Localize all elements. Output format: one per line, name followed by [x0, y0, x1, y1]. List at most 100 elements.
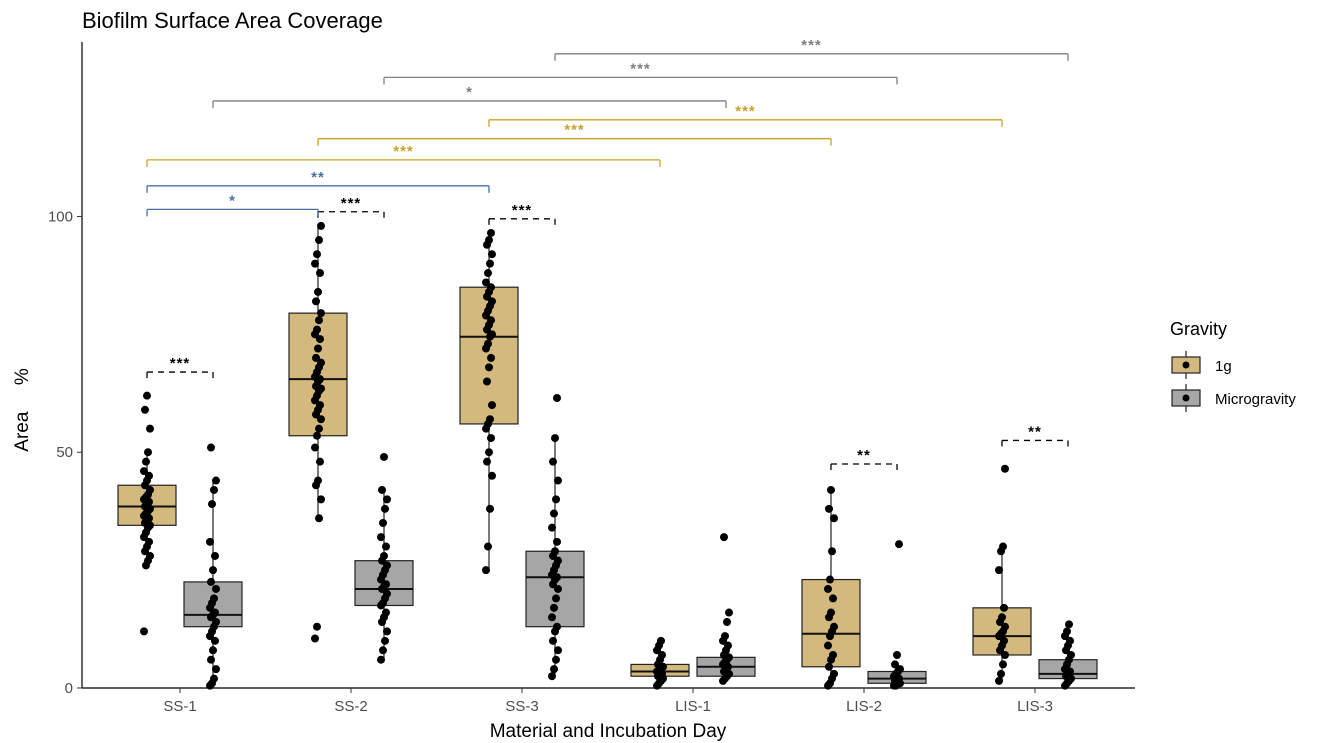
box-microgravity-lis-2 [867, 540, 927, 690]
data-point [1066, 636, 1074, 645]
data-point [551, 547, 559, 556]
data-point [313, 325, 321, 334]
significance-label: ** [857, 447, 871, 464]
data-point [484, 269, 492, 278]
significance-label: *** [512, 202, 533, 219]
significance-bracket: * [146, 192, 319, 217]
y-axis-label: Area % [12, 368, 33, 452]
box-1g-ss-2 [288, 221, 348, 643]
legend-label: Microgravity [1215, 391, 1296, 408]
data-point [554, 476, 562, 485]
data-point [146, 485, 154, 494]
data-point [140, 467, 148, 476]
data-point [552, 594, 560, 603]
data-point [896, 665, 904, 674]
significance-label: *** [630, 60, 651, 77]
x-tick-label: SS-3 [505, 698, 538, 715]
data-point [211, 551, 219, 560]
data-point [143, 391, 151, 400]
data-point [895, 540, 903, 549]
data-point [311, 443, 319, 452]
data-point [209, 566, 217, 575]
data-point [380, 452, 388, 461]
data-point [995, 566, 1003, 575]
data-point [891, 660, 899, 669]
data-point [487, 316, 495, 325]
significance-bracket: *** [488, 103, 1003, 127]
data-point [657, 636, 665, 645]
data-point [145, 537, 153, 546]
data-point [548, 613, 556, 622]
data-point [316, 457, 324, 466]
significance-dashed: ** [1001, 423, 1069, 448]
box-microgravity-ss-2 [354, 452, 414, 664]
data-point [314, 344, 322, 353]
data-point [383, 561, 391, 570]
data-point [146, 551, 154, 560]
data-point [554, 556, 562, 565]
x-axis-label: Material and Incubation Day [490, 721, 727, 742]
data-point [999, 542, 1007, 551]
significance-bracket: ** [146, 169, 490, 193]
data-point [829, 594, 837, 603]
legend-entry-microgravity: Microgravity [1171, 384, 1296, 412]
data-point [552, 495, 560, 504]
data-point [210, 674, 218, 683]
data-point [210, 485, 218, 494]
chart-title: Biofilm Surface Area Coverage [82, 8, 383, 33]
data-point [209, 646, 217, 655]
significance-label: *** [341, 195, 362, 212]
data-point [1065, 620, 1073, 629]
data-point [212, 584, 220, 593]
data-point [1000, 603, 1008, 612]
box-microgravity-ss-3 [525, 394, 585, 681]
data-point [484, 339, 492, 348]
data-point [824, 641, 832, 650]
box-1g-ss-1 [117, 391, 177, 636]
box-microgravity-lis-1 [696, 533, 756, 685]
data-point [725, 608, 733, 617]
significance-label: ** [1028, 423, 1042, 440]
box-microgravity-lis-3 [1038, 620, 1098, 690]
data-point [313, 622, 321, 631]
data-point [488, 330, 496, 339]
legend-entry-1g: 1g [1171, 351, 1232, 379]
data-point [314, 476, 322, 485]
data-point [383, 627, 391, 636]
data-point [488, 297, 496, 306]
data-point [553, 537, 561, 546]
data-point [146, 424, 154, 433]
data-point [482, 566, 490, 575]
data-point [548, 672, 556, 681]
data-point [721, 632, 729, 641]
data-point [206, 537, 214, 546]
data-point [550, 509, 558, 518]
x-tick-label: SS-2 [334, 698, 367, 715]
plot-area [117, 221, 1098, 690]
data-point [827, 485, 835, 494]
box-1g-lis-2 [801, 485, 861, 690]
data-point [1001, 464, 1009, 473]
significance-bracket: *** [317, 122, 832, 146]
data-point [377, 533, 385, 542]
data-point [995, 676, 1003, 685]
data-point [207, 443, 215, 452]
data-point [212, 476, 220, 485]
significance-bracket: *** [554, 37, 1069, 61]
data-point [380, 551, 388, 560]
data-point [483, 457, 491, 466]
data-point [486, 259, 494, 268]
data-point [145, 471, 153, 480]
data-point [485, 363, 493, 372]
data-point [312, 353, 320, 362]
data-point [316, 401, 324, 410]
data-point [382, 580, 390, 589]
significance-label: *** [735, 103, 756, 120]
data-point [207, 577, 215, 586]
x-tick-label: LIS-2 [846, 698, 882, 715]
data-point [830, 622, 838, 631]
data-point [313, 431, 321, 440]
data-point [212, 617, 220, 626]
data-point [487, 353, 495, 362]
data-point [1067, 650, 1075, 659]
